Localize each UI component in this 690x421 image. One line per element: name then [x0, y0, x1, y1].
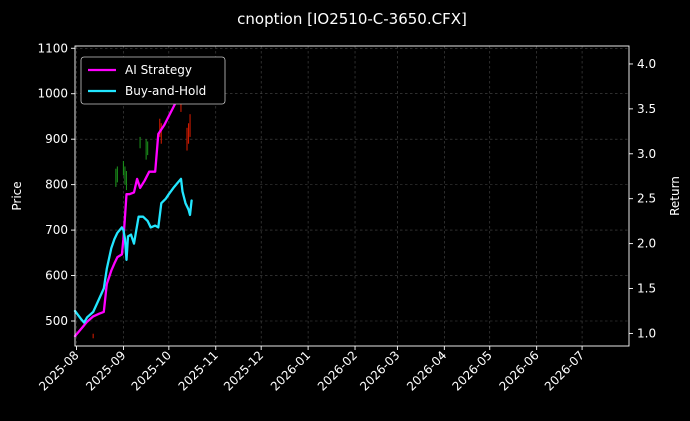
y-tick-label-right: 3.5	[637, 102, 656, 116]
x-tick-label: 2026-02	[315, 348, 360, 393]
y-tick-label-left: 500	[45, 314, 68, 328]
series-lines	[73, 71, 193, 338]
grid	[75, 46, 629, 346]
y-tick-label-right: 2.0	[637, 237, 656, 251]
legend-label: Buy-and-Hold	[125, 84, 206, 98]
y-tick-label-right: 2.5	[637, 192, 656, 206]
x-tick-label: 2026-06	[496, 348, 541, 393]
x-tick-label: 2026-05	[450, 348, 495, 393]
y-tick-label-left: 800	[45, 178, 68, 192]
x-tick-label: 2026-04	[404, 348, 449, 393]
y-tick-label-left: 600	[45, 269, 68, 283]
legend-box	[80, 56, 226, 105]
x-tick-label: 2025-10	[129, 348, 174, 393]
y-axis-label-left: Price	[10, 181, 24, 210]
x-tick-label: 2025-08	[36, 348, 81, 393]
y-tick-label-left: 900	[45, 132, 68, 146]
y-tick-label-left: 1100	[37, 41, 68, 55]
x-tick-label: 2026-07	[542, 348, 587, 393]
y-tick-label-right: 3.0	[637, 147, 656, 161]
series-line-ai-strategy	[73, 71, 184, 338]
x-tick-label: 2025-09	[83, 348, 128, 393]
x-tick-label: 2025-12	[221, 348, 266, 393]
plot-frame	[74, 45, 630, 347]
y-tick-label-right: 4.0	[637, 57, 656, 71]
candles	[92, 66, 191, 339]
x-tick-label: 2026-03	[357, 348, 402, 393]
y-tick-label-right: 1.5	[637, 282, 656, 296]
y-tick-label-left: 700	[45, 223, 68, 237]
x-tick-label: 2025-11	[176, 348, 221, 393]
x-tick-label: 2026-01	[268, 348, 313, 393]
legend-label: AI Strategy	[125, 63, 192, 77]
y-tick-label-left: 1000	[37, 87, 68, 101]
y-tick-label-right: 1.0	[637, 326, 656, 340]
series-line-buy-and-hold	[73, 177, 193, 324]
legend: AI Strategy Buy-and-Hold	[80, 56, 226, 105]
chart-title: cnoption [IO2510-C-3650.CFX]	[237, 10, 467, 28]
y-axis-label-right: Return	[668, 176, 682, 216]
